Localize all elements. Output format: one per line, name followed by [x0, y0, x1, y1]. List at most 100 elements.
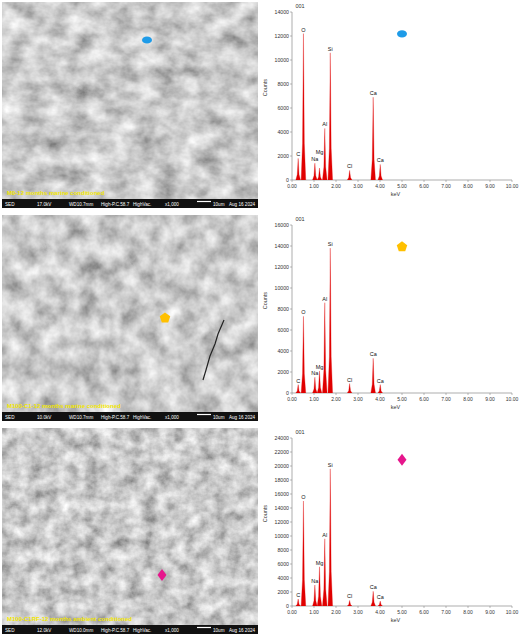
peak-label: C	[296, 378, 300, 384]
info-text: 10um	[213, 628, 225, 633]
x-tick-label: 7.00	[441, 183, 451, 189]
y-tick	[290, 156, 292, 157]
x-tick-label: 1.00	[309, 396, 319, 402]
x-tick-label: 3.00	[353, 609, 363, 615]
sem-marker	[160, 313, 170, 323]
chart-marker	[397, 241, 407, 251]
x-tick-label: 1.00	[309, 609, 319, 615]
x-tick-label: 0.00	[287, 396, 297, 402]
x-tick	[512, 180, 513, 182]
y-tick-label: 18000	[275, 477, 290, 483]
y-tick	[290, 550, 292, 551]
y-tick	[290, 438, 292, 439]
x-tick-label: 6.00	[419, 609, 429, 615]
y-tick-label: 4000	[277, 575, 289, 581]
info-text: High-P.C.58.7	[101, 202, 130, 207]
x-tick-label: 0.00	[287, 183, 297, 189]
sem-panel: SED10.0kVWD10.7mmHigh-P.C.58.7HighVac.x1…	[2, 215, 258, 421]
info-text: x1,000	[165, 202, 179, 207]
peak	[371, 97, 376, 180]
sample-label: M100-C1-12 months marine conditioned	[7, 403, 121, 409]
y-tick-label: 12000	[275, 519, 290, 525]
peak-label: Ca	[370, 90, 378, 96]
peak-label: Ca	[377, 594, 385, 600]
sem-panel: SED12.0kVWD10.0mmHigh-P.C.58.7HighVac.x1…	[2, 428, 258, 634]
y-tick	[290, 180, 292, 181]
x-tick	[424, 606, 425, 608]
x-tick	[490, 180, 491, 182]
peak-label: Si	[328, 462, 333, 468]
x-tick-label: 6.00	[419, 396, 429, 402]
x-tick	[292, 393, 293, 395]
info-text: 12.0kV	[37, 628, 52, 633]
y-tick-label: 16000	[275, 491, 290, 497]
spectrum-chart: 0200040006000800010000120001400016000180…	[262, 427, 518, 635]
chart-background	[262, 427, 518, 635]
y-tick-label: 12000	[275, 33, 290, 39]
y-tick-label: 10000	[275, 533, 290, 539]
y-tick-label: 20000	[275, 463, 290, 469]
peak	[378, 385, 383, 393]
spectrum-chart: 02000400060008000100001200014000160000.0…	[262, 214, 518, 422]
peak-label: Mg	[316, 364, 324, 370]
spectrum-chart: 020004000600080001000012000140000.001.00…	[262, 1, 518, 209]
info-bar	[2, 412, 258, 421]
y-axis-title: Counts	[262, 79, 268, 97]
peak-label: O	[301, 494, 306, 500]
x-tick	[380, 393, 381, 395]
peak	[328, 469, 333, 606]
x-tick-label: 5.00	[397, 609, 407, 615]
info-text: SED	[5, 415, 15, 420]
peak-label: O	[301, 27, 306, 33]
peak-label: C	[296, 151, 300, 157]
x-tick-label: 2.00	[331, 396, 341, 402]
x-tick	[468, 606, 469, 608]
info-text: HighVac.	[133, 415, 151, 420]
peak	[296, 158, 301, 180]
x-tick	[468, 393, 469, 395]
x-tick-label: 5.00	[397, 183, 407, 189]
y-tick	[290, 536, 292, 537]
x-tick-label: 5.00	[397, 396, 407, 402]
x-tick-label: 3.00	[353, 396, 363, 402]
info-text: Aug 16 2024	[229, 202, 256, 207]
info-text: HighVac.	[133, 628, 151, 633]
y-tick-label: 2000	[277, 589, 289, 595]
y-tick-label: 0	[286, 603, 289, 609]
y-tick	[290, 246, 292, 247]
x-tick	[424, 180, 425, 182]
x-tick-label: 2.00	[331, 609, 341, 615]
chart-title: 001	[295, 429, 304, 435]
chart-background	[262, 1, 518, 209]
y-tick-label: 4000	[277, 348, 289, 354]
y-tick	[290, 309, 292, 310]
x-tick-label: 8.00	[463, 183, 473, 189]
info-text: High-P.C.58.7	[101, 415, 130, 420]
sem-image	[2, 215, 258, 412]
y-tick-label: 24000	[275, 435, 290, 441]
peak	[317, 168, 322, 180]
x-tick	[292, 606, 293, 608]
peak	[301, 316, 306, 393]
x-tick	[446, 606, 447, 608]
y-tick	[290, 351, 292, 352]
y-tick	[290, 592, 292, 593]
peak-label: Al	[322, 121, 327, 127]
sem-panel: SED17.0kVWD10.7mmHigh-P.C.58.7HighVac.x1…	[2, 2, 258, 208]
x-tick	[336, 606, 337, 608]
x-tick-label: 4.00	[375, 183, 385, 189]
peak	[301, 34, 306, 180]
x-tick-label: 7.00	[441, 396, 451, 402]
peak-label: Cl	[347, 377, 352, 383]
x-tick	[512, 393, 513, 395]
peak	[313, 377, 318, 393]
info-text: 10um	[213, 415, 225, 420]
info-text: 17.0kV	[37, 202, 52, 207]
y-tick-label: 0	[286, 390, 289, 396]
x-tick-label: 9.00	[485, 609, 495, 615]
peak-label: Al	[322, 532, 327, 538]
y-tick	[290, 480, 292, 481]
info-text: 10um	[213, 202, 225, 207]
peak	[328, 53, 333, 180]
x-tick	[490, 606, 491, 608]
